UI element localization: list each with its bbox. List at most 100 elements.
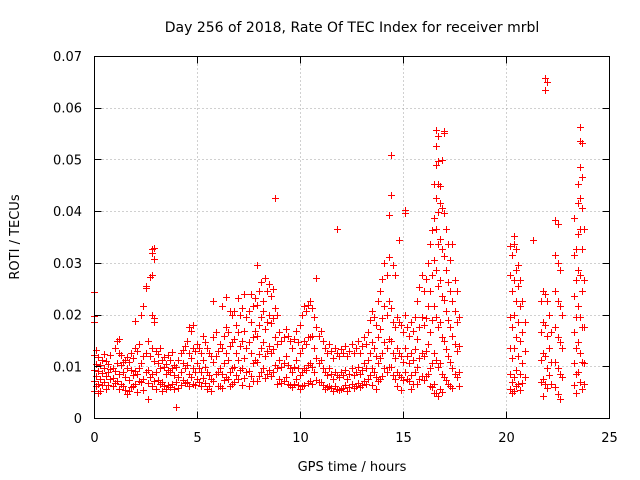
data-point: [132, 318, 139, 325]
data-point: [373, 353, 380, 360]
data-point: [287, 365, 294, 372]
data-point: [381, 260, 388, 267]
data-point: [522, 319, 529, 326]
data-point: [433, 314, 440, 321]
data-point: [445, 279, 452, 286]
data-point: [198, 383, 205, 390]
data-point: [237, 312, 244, 319]
data-point: [180, 360, 187, 367]
data-point: [149, 272, 156, 279]
data-point: [404, 353, 411, 360]
chart-title: Day 256 of 2018, Rate Of TEC Index for r…: [165, 20, 540, 36]
data-point: [272, 195, 279, 202]
data-point: [402, 210, 409, 217]
data-point: [390, 262, 397, 269]
data-point: [552, 288, 559, 295]
data-point: [447, 324, 454, 331]
data-point: [254, 262, 261, 269]
data-point: [184, 379, 191, 386]
y-tick-label: 0.04: [53, 205, 82, 220]
data-point: [427, 288, 434, 295]
data-point: [256, 288, 263, 295]
data-point: [143, 285, 150, 292]
tick-labels: 0 5 10 15 20 25 0 0.01 0.02 0.03 0.04 0.05 0.06 0.07: [53, 50, 618, 446]
data-point: [379, 276, 386, 283]
data-point: [239, 305, 246, 312]
data-point: [260, 308, 267, 315]
data-point: [416, 324, 423, 331]
data-point: [544, 298, 551, 305]
data-point: [95, 368, 102, 375]
data-point: [427, 365, 434, 372]
data-point: [241, 355, 248, 362]
data-point: [581, 381, 588, 388]
data-point: [326, 365, 333, 372]
data-point: [443, 267, 450, 274]
data-point: [340, 350, 347, 357]
data-point: [454, 348, 461, 355]
data-point: [509, 379, 516, 386]
data-point: [136, 341, 143, 348]
data-point: [353, 345, 360, 352]
data-point: [447, 288, 454, 295]
data-point: [367, 317, 374, 324]
data-point: [171, 386, 178, 393]
data-point: [120, 383, 127, 390]
data-point: [101, 379, 108, 386]
data-point: [112, 368, 119, 375]
data-point: [163, 371, 170, 378]
data-point: [254, 378, 261, 385]
data-point: [112, 345, 119, 352]
data-point: [540, 393, 547, 400]
data-point: [186, 324, 193, 331]
data-point: [433, 195, 440, 202]
data-point: [270, 286, 277, 293]
data-point: [295, 339, 302, 346]
data-point: [517, 277, 524, 284]
data-point: [231, 379, 238, 386]
data-point: [254, 359, 261, 366]
data-point: [159, 379, 166, 386]
data-point: [132, 381, 139, 388]
data-point: [517, 338, 524, 345]
data-point: [97, 388, 104, 395]
data-point: [546, 372, 553, 379]
data-point: [349, 381, 356, 388]
data-point: [262, 353, 269, 360]
data-point: [293, 328, 300, 335]
data-point: [223, 324, 230, 331]
data-point: [198, 350, 205, 357]
data-point: [266, 312, 273, 319]
data-point: [260, 339, 267, 346]
data-point: [307, 298, 314, 305]
data-point: [373, 386, 380, 393]
data-point: [99, 357, 106, 364]
data-point: [571, 252, 578, 259]
data-point: [143, 350, 150, 357]
data-point: [254, 302, 261, 309]
data-point: [509, 355, 516, 362]
data-point: [396, 237, 403, 244]
data-point: [324, 372, 331, 379]
data-point: [456, 314, 463, 321]
data-point: [182, 343, 189, 350]
data-point: [433, 162, 440, 169]
data-point: [384, 272, 391, 279]
data-point: [513, 298, 520, 305]
data-point: [414, 364, 421, 371]
data-point: [136, 365, 143, 372]
data-point: [178, 369, 185, 376]
data-point: [437, 319, 444, 326]
data-point: [441, 130, 448, 137]
data-point: [509, 324, 516, 331]
data-point: [101, 351, 108, 358]
data-point: [97, 376, 104, 383]
data-point: [95, 354, 102, 361]
data-point: [507, 386, 514, 393]
data-point: [542, 322, 549, 329]
data-point: [388, 364, 395, 371]
data-point: [134, 389, 141, 396]
data-point: [204, 345, 211, 352]
data-point: [217, 341, 224, 348]
data-point: [406, 333, 413, 340]
